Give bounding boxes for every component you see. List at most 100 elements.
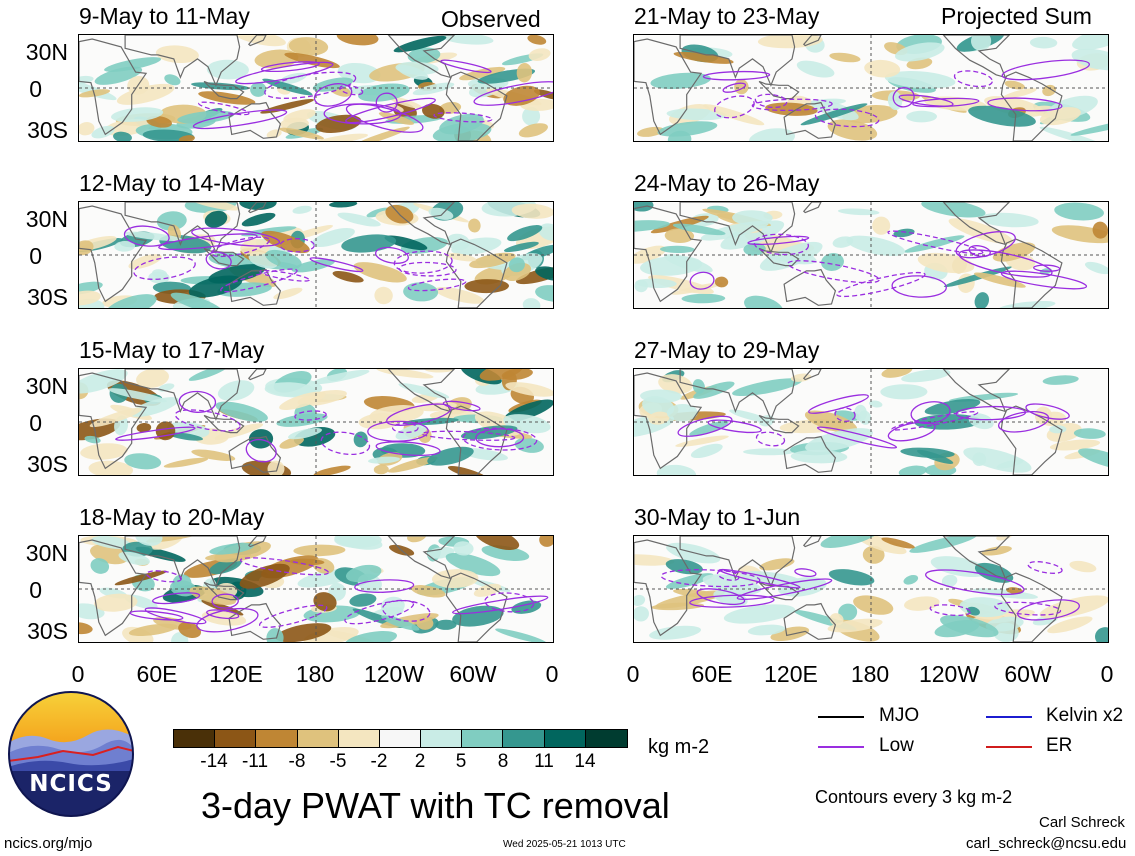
anomaly-blob <box>407 47 441 64</box>
anomaly-blob <box>503 85 540 106</box>
colorbar-label: 11 <box>534 751 554 772</box>
anomaly-blob <box>1069 560 1097 573</box>
colorbar-cell <box>297 730 339 747</box>
anomaly-blob <box>1039 107 1081 126</box>
colorbar-label: -5 <box>329 751 347 772</box>
anomaly-blob <box>971 35 992 51</box>
low-contour <box>755 431 786 447</box>
anomaly-blob <box>868 400 883 408</box>
map-panel <box>78 201 554 309</box>
low-contour <box>339 84 364 96</box>
anomaly-blob <box>452 605 504 627</box>
anomaly-blob <box>856 536 907 555</box>
x-tick-label: 120W <box>363 661 425 687</box>
anomaly-blob <box>114 570 167 586</box>
anomaly-blob <box>649 625 702 640</box>
map-canvas <box>634 369 1108 475</box>
anomaly-blob <box>79 290 101 306</box>
x-tick-label: 120E <box>209 661 263 687</box>
anomaly-blob <box>481 545 530 561</box>
anomaly-blob <box>311 227 355 248</box>
anomaly-blob <box>439 113 484 135</box>
anomaly-blob <box>91 125 115 139</box>
low-contour <box>129 610 184 621</box>
coastline <box>203 80 245 100</box>
anomaly-blob <box>146 115 172 128</box>
coastline <box>228 602 282 640</box>
anomaly-blob <box>804 410 858 433</box>
anomaly-blob <box>104 57 162 72</box>
footer-url[interactable]: ncics.org/mjo <box>4 835 93 852</box>
low-contour <box>677 415 733 437</box>
anomaly-blob <box>992 242 1036 262</box>
anomaly-blob <box>658 374 693 394</box>
coastline <box>228 101 282 139</box>
coastline <box>445 572 508 642</box>
anomaly-blob <box>714 276 729 288</box>
anomaly-blob <box>921 202 986 218</box>
anomaly-blob <box>862 545 885 564</box>
coastline <box>942 202 1011 246</box>
anomaly-blob <box>507 225 543 242</box>
y-tick-label: 30S <box>27 117 68 143</box>
anomaly-blob <box>248 429 274 449</box>
anomaly-blob <box>353 126 410 141</box>
low-contour <box>433 112 493 123</box>
low-contour <box>452 595 549 615</box>
anomaly-blob <box>314 133 368 141</box>
anomaly-blob <box>672 223 726 236</box>
coastline <box>445 405 508 475</box>
low-contour <box>475 428 525 448</box>
colorbar-label: 5 <box>455 751 467 772</box>
anomaly-blob <box>164 74 181 86</box>
anomaly-blob <box>374 286 393 305</box>
anomaly-blob <box>264 382 316 398</box>
y-tick-label: 30N <box>25 540 68 566</box>
anomaly-blob <box>660 245 695 254</box>
anomaly-blob <box>666 403 698 422</box>
coastline <box>783 268 837 306</box>
anomaly-blob <box>345 564 382 583</box>
anomaly-blob <box>135 536 163 546</box>
anomaly-blob <box>634 594 646 606</box>
colorbar-cell <box>174 730 216 747</box>
legend-line-kelvin <box>986 716 1032 718</box>
anomaly-blob <box>353 262 407 283</box>
colorbar-label: -2 <box>370 751 388 772</box>
coastline <box>445 238 508 308</box>
anomaly-blob <box>996 459 1024 469</box>
anomaly-blob <box>968 105 1036 127</box>
anomaly-blob <box>648 411 670 425</box>
low-contour <box>836 271 926 298</box>
low-contour <box>245 438 277 463</box>
anomaly-blob <box>924 399 981 415</box>
anomaly-blob <box>748 128 796 141</box>
anomaly-blob <box>881 369 913 378</box>
anomaly-blob <box>279 437 304 449</box>
anomaly-blob <box>358 413 401 430</box>
map-canvas <box>634 536 1108 642</box>
low-contour <box>206 609 240 620</box>
colorbar-cell <box>256 730 298 747</box>
anomaly-blob <box>657 121 718 137</box>
anomaly-blob <box>381 615 420 631</box>
anomaly-blob <box>864 59 901 78</box>
panel-title: 15-May to 17-May <box>79 337 265 363</box>
legend-line-mjo <box>818 716 864 718</box>
colorbar-cell <box>338 730 380 747</box>
low-contour <box>689 594 775 608</box>
anomaly-blob <box>329 202 358 208</box>
anomaly-blob <box>934 619 980 638</box>
low-contour <box>220 268 298 293</box>
anomaly-blob <box>312 369 370 385</box>
anomaly-blob <box>1078 448 1108 470</box>
low-contour <box>834 407 856 422</box>
anomaly-blob <box>206 59 249 80</box>
colorbar-cell <box>215 730 257 747</box>
map-canvas <box>634 35 1108 141</box>
anomaly-blob <box>895 42 945 62</box>
low-contour <box>722 82 747 93</box>
anomaly-blob <box>431 569 479 589</box>
anomaly-blob <box>88 460 134 475</box>
footer-email[interactable]: carl_schreck@ncsu.edu <box>966 835 1127 852</box>
